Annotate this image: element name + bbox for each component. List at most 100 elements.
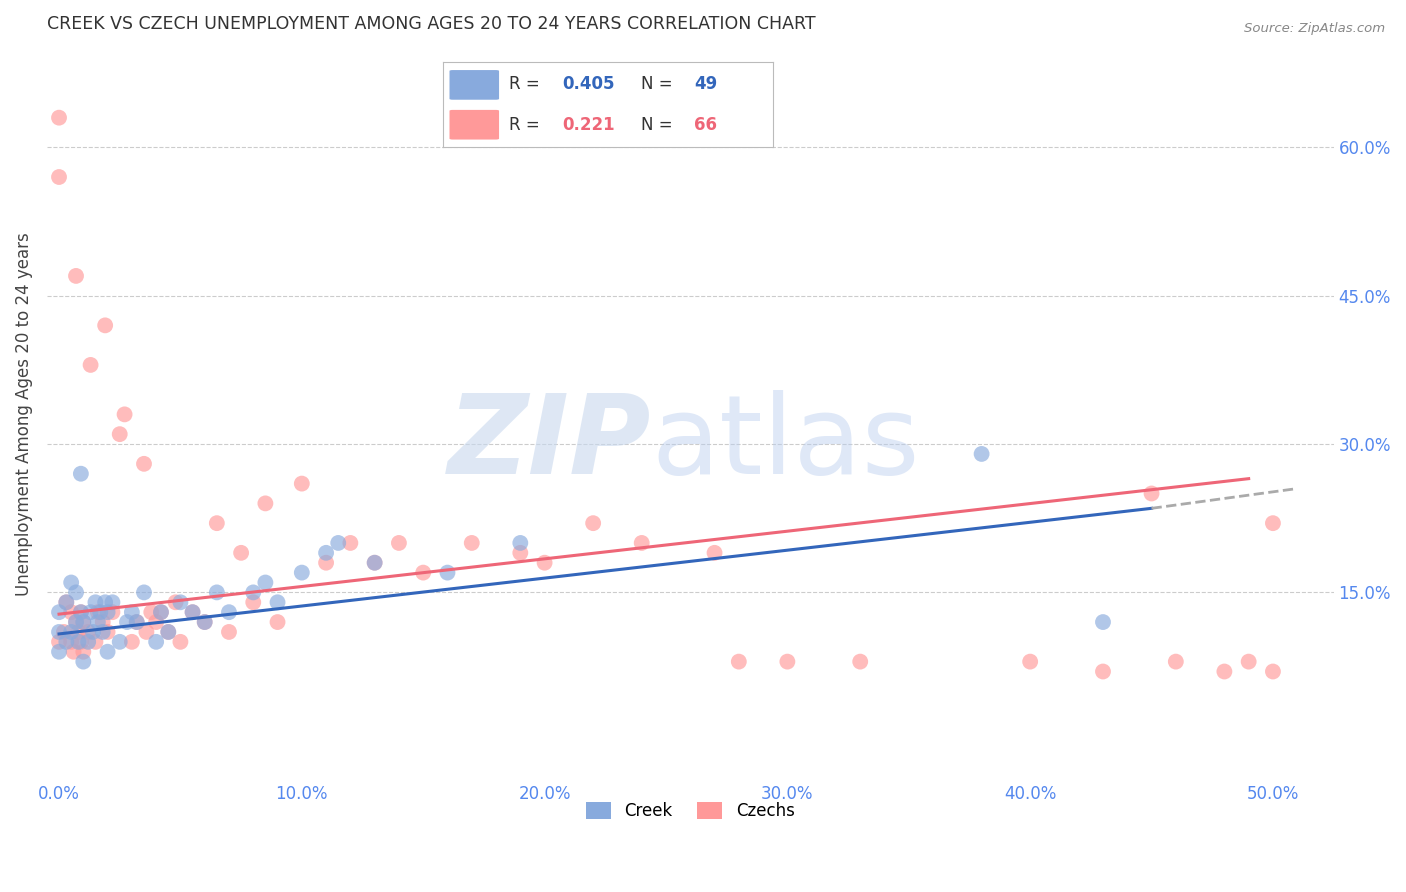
- Point: [48, 624, 70, 639]
- Point: [388, 536, 411, 550]
- Point: [970, 447, 993, 461]
- Point: [77, 624, 100, 639]
- Point: [145, 635, 167, 649]
- Point: [205, 585, 228, 599]
- Point: [509, 536, 531, 550]
- Point: [205, 516, 228, 531]
- Point: [67, 635, 90, 649]
- Point: [91, 624, 114, 639]
- Point: [291, 566, 314, 580]
- Text: CREEK VS CZECH UNEMPLOYMENT AMONG AGES 20 TO 24 YEARS CORRELATION CHART: CREEK VS CZECH UNEMPLOYMENT AMONG AGES 2…: [46, 15, 815, 33]
- Point: [60, 605, 83, 619]
- Point: [141, 605, 163, 619]
- Point: [165, 595, 187, 609]
- Point: [181, 605, 204, 619]
- Point: [87, 615, 110, 629]
- Point: [125, 615, 148, 629]
- Point: [72, 655, 94, 669]
- Point: [169, 635, 191, 649]
- Point: [461, 536, 484, 550]
- Point: [97, 624, 120, 639]
- Point: [1164, 655, 1187, 669]
- Point: [218, 624, 240, 639]
- Point: [630, 536, 652, 550]
- Point: [97, 645, 120, 659]
- Point: [115, 615, 138, 629]
- Point: [65, 615, 87, 629]
- Point: [229, 546, 252, 560]
- Point: [254, 575, 277, 590]
- Y-axis label: Unemployment Among Ages 20 to 24 years: Unemployment Among Ages 20 to 24 years: [15, 233, 32, 596]
- Point: [48, 111, 70, 125]
- Point: [1140, 486, 1163, 500]
- Point: [72, 645, 94, 659]
- Point: [150, 605, 173, 619]
- Point: [582, 516, 605, 531]
- Point: [157, 624, 180, 639]
- Point: [1237, 655, 1260, 669]
- Point: [62, 645, 84, 659]
- Text: ZIP: ZIP: [449, 390, 651, 497]
- Point: [108, 635, 131, 649]
- Point: [70, 605, 93, 619]
- Point: [97, 605, 120, 619]
- Point: [157, 624, 180, 639]
- Point: [169, 595, 191, 609]
- Point: [65, 585, 87, 599]
- Point: [315, 546, 337, 560]
- Text: 49: 49: [695, 76, 717, 94]
- Point: [1261, 516, 1284, 531]
- Point: [135, 624, 157, 639]
- Point: [194, 615, 217, 629]
- Point: [94, 318, 117, 333]
- Point: [84, 635, 107, 649]
- Point: [52, 624, 75, 639]
- Point: [89, 605, 111, 619]
- Point: [70, 605, 93, 619]
- Point: [703, 546, 725, 560]
- Text: R =: R =: [509, 76, 546, 94]
- Point: [60, 575, 83, 590]
- Point: [125, 615, 148, 629]
- Point: [101, 605, 124, 619]
- Point: [94, 595, 117, 609]
- Point: [1213, 665, 1236, 679]
- Point: [77, 635, 100, 649]
- Point: [132, 457, 155, 471]
- Point: [194, 615, 217, 629]
- Point: [315, 556, 337, 570]
- Legend: Creek, Czechs: Creek, Czechs: [579, 796, 801, 827]
- Point: [533, 556, 555, 570]
- Point: [509, 546, 531, 560]
- Point: [70, 467, 93, 481]
- Point: [849, 655, 872, 669]
- Point: [121, 635, 143, 649]
- Point: [218, 605, 240, 619]
- Point: [48, 635, 70, 649]
- Point: [55, 595, 77, 609]
- Point: [132, 585, 155, 599]
- Text: 0.405: 0.405: [562, 76, 614, 94]
- Point: [1261, 665, 1284, 679]
- Point: [412, 566, 434, 580]
- Point: [266, 595, 288, 609]
- Point: [48, 169, 70, 184]
- Point: [108, 427, 131, 442]
- Point: [72, 615, 94, 629]
- Point: [48, 605, 70, 619]
- Point: [145, 615, 167, 629]
- Point: [101, 595, 124, 609]
- Text: R =: R =: [509, 116, 546, 134]
- Point: [1091, 665, 1114, 679]
- Point: [291, 476, 314, 491]
- Point: [181, 605, 204, 619]
- Text: 66: 66: [695, 116, 717, 134]
- Point: [436, 566, 458, 580]
- FancyBboxPatch shape: [450, 70, 499, 100]
- Point: [67, 624, 90, 639]
- Point: [121, 605, 143, 619]
- Point: [776, 655, 799, 669]
- Text: N =: N =: [641, 76, 678, 94]
- Point: [242, 585, 264, 599]
- FancyBboxPatch shape: [450, 110, 499, 139]
